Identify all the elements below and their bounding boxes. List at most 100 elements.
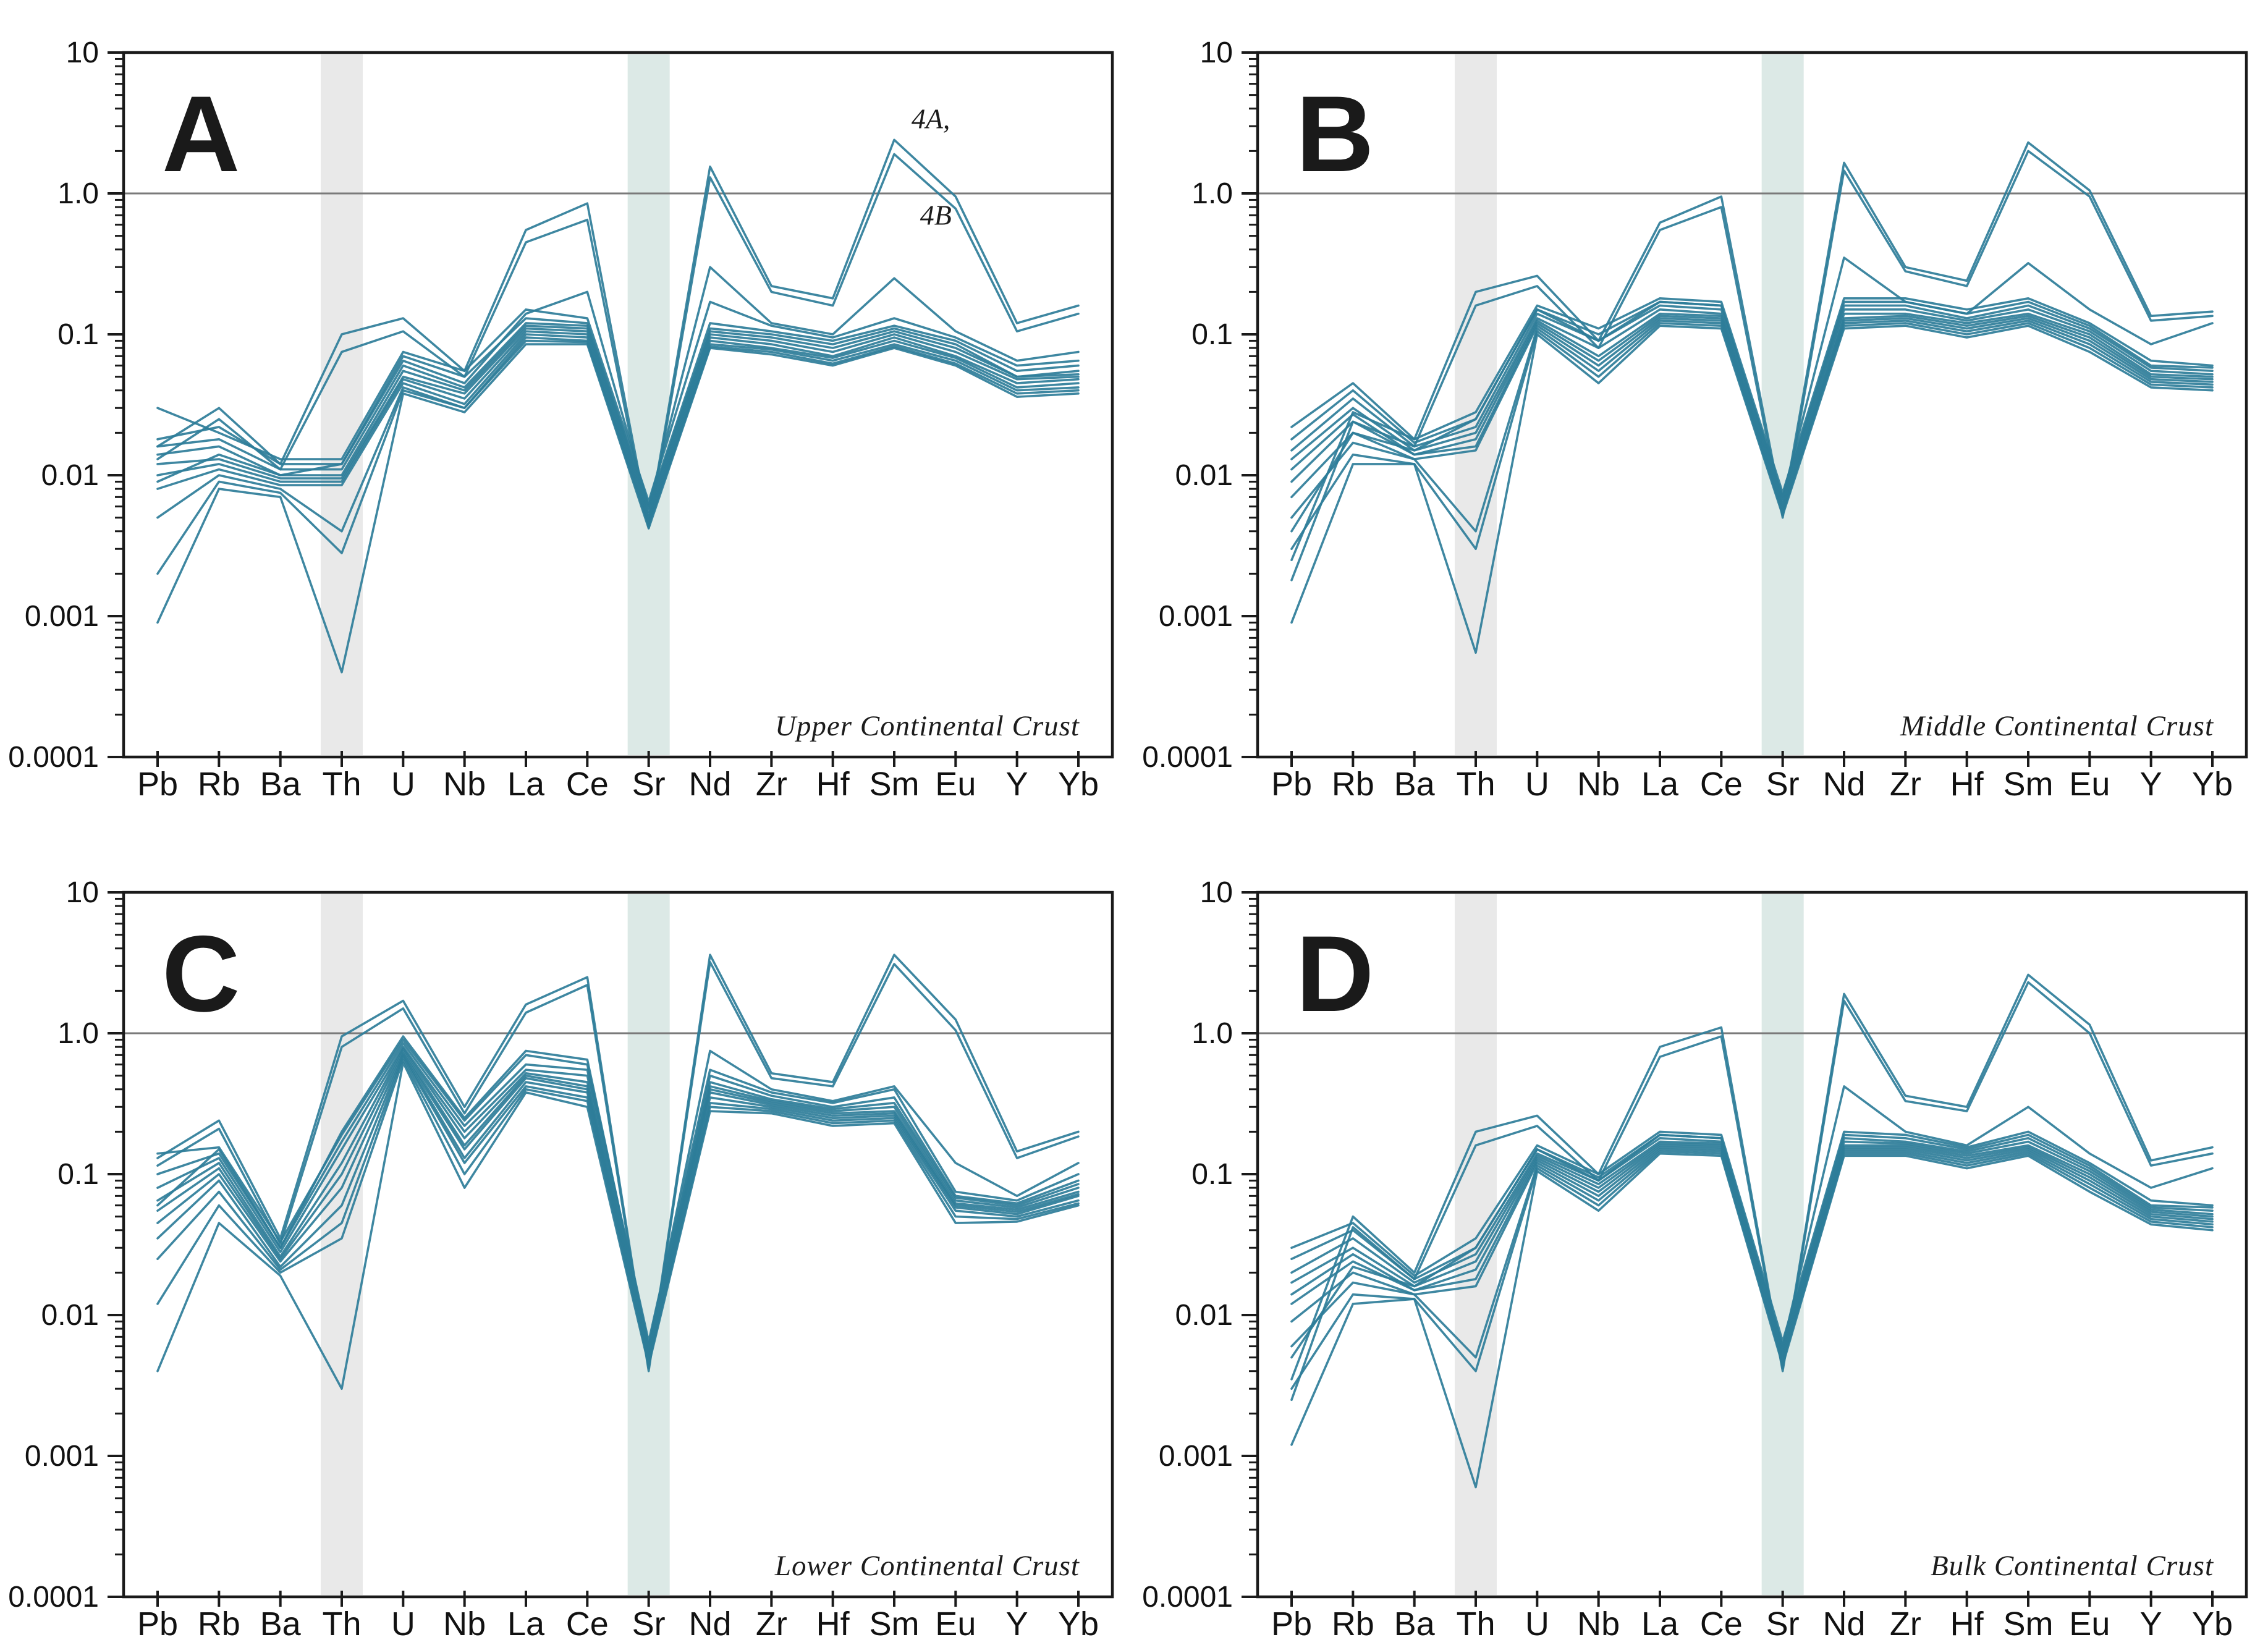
x-tick-label-Zr: Zr <box>1890 766 1921 803</box>
x-tick-label-Sr: Sr <box>1766 766 1800 803</box>
x-tick-label-Ba: Ba <box>260 1605 302 1637</box>
x-tick-label-Ba: Ba <box>260 766 302 803</box>
series-line-4B <box>1290 150 2214 582</box>
x-tick-label-Sr: Sr <box>632 766 666 803</box>
y-tick-label-0.1: 0.1 <box>1191 1158 1233 1191</box>
y-tick-label-0.0001: 0.0001 <box>8 741 99 774</box>
panel-title-D: Bulk Continental Crust <box>1930 1550 2214 1582</box>
sr-highlight-band <box>627 54 670 755</box>
x-tick-label-Y: Y <box>2140 766 2162 803</box>
x-tick-label-U: U <box>1525 766 1549 803</box>
x-tick-label-Sm: Sm <box>2004 766 2054 803</box>
y-tick-label-0.01: 0.01 <box>41 1299 99 1332</box>
series-line-4B <box>1290 981 2214 1402</box>
y-tick-label-0.1: 0.1 <box>57 1158 99 1191</box>
x-tick-label-Hf: Hf <box>816 1605 850 1637</box>
x-tick-label-Ba: Ba <box>1394 766 1436 803</box>
series-line-sample-13 <box>156 343 1080 674</box>
series-line-sample-4 <box>1290 297 2214 494</box>
y-tick-label-0.1: 0.1 <box>57 318 99 351</box>
th-highlight-band <box>321 894 363 1595</box>
x-tick-label-U: U <box>1525 1605 1549 1637</box>
x-tick-label-Yb: Yb <box>1058 766 1099 803</box>
annotation-4A: 4A, <box>912 103 950 135</box>
x-tick-label-La: La <box>507 766 545 803</box>
series-line-sample-4 <box>156 300 1080 503</box>
x-tick-label-Nb: Nb <box>1577 766 1620 803</box>
series-line-sample-13 <box>1290 324 2214 654</box>
y-tick-label-10: 10 <box>1200 36 1233 69</box>
x-tick-label-Th: Th <box>322 1605 361 1637</box>
y-tick-label-1.0: 1.0 <box>57 177 99 210</box>
plot-border <box>1256 51 2248 759</box>
x-tick-label-Nb: Nb <box>443 766 486 803</box>
panel-bulk-continental-crust: 10 1.0 0.1 0.01 0.001 0.0001 Pb Rb Ba Th U Nb La Ce Sr… <box>1134 818 2268 1637</box>
series-line-sample-4 <box>1290 1130 2214 1343</box>
plot-border <box>122 890 1114 1599</box>
panel-letter-B: B <box>1296 74 1374 195</box>
panel-D-plot: 10 1.0 0.1 0.01 0.001 0.0001 Pb Rb Ba Th U Nb La Ce Sr… <box>1142 876 2248 1637</box>
x-tick-label-Yb: Yb <box>2192 766 2233 803</box>
series-line-4A <box>156 138 1080 525</box>
x-tick-label-La: La <box>507 1605 545 1637</box>
x-tick-label-Nb: Nb <box>1577 1605 1620 1637</box>
x-tick-label-Nb: Nb <box>443 1605 486 1637</box>
series-line-sample-3 <box>156 266 1080 508</box>
plot-border <box>1256 890 2248 1599</box>
x-tick-label-Y: Y <box>2140 1605 2162 1637</box>
series-line-sample-13 <box>1290 1152 2214 1489</box>
panel-letter-D: D <box>1296 914 1374 1034</box>
x-tick-label-Rb: Rb <box>1332 766 1374 803</box>
x-tick-label-Th: Th <box>322 766 361 803</box>
y-tick-label-1.0: 1.0 <box>1191 1017 1233 1050</box>
panel-middle-continental-crust: 10 1.0 0.1 0.01 0.001 0.0001 Pb Rb Ba Th U Nb La Ce Sr… <box>1134 0 2268 818</box>
x-tick-label-Pb: Pb <box>1271 766 1312 803</box>
x-tick-label-Eu: Eu <box>2069 766 2110 803</box>
x-tick-label-La: La <box>1641 766 1679 803</box>
y-tick-label-0.01: 0.01 <box>41 459 99 492</box>
panel-title-A: Upper Continental Crust <box>774 710 1080 742</box>
x-tick-label-Y: Y <box>1006 1605 1028 1637</box>
panel-upper-continental-crust: 10 1.0 0.1 0.01 0.001 0.0001 Pb Rb Ba Th U Nb La Ce Sr… <box>0 0 1134 818</box>
x-tick-label-Ce: Ce <box>1700 766 1743 803</box>
y-tick-label-0.0001: 0.0001 <box>8 1581 99 1614</box>
x-tick-label-Rb: Rb <box>198 766 240 803</box>
panel-A-plot: 10 1.0 0.1 0.01 0.001 0.0001 Pb Rb Ba Th U Nb La Ce Sr… <box>8 36 1114 803</box>
series-line-4B <box>156 961 1080 1373</box>
y-tick-label-0.001: 0.001 <box>1159 1440 1233 1473</box>
x-tick-label-Sr: Sr <box>1766 1605 1800 1637</box>
x-tick-label-U: U <box>391 766 415 803</box>
plot-border <box>122 51 1114 759</box>
panel-letter-A: A <box>162 74 240 195</box>
x-tick-label-Ce: Ce <box>566 766 609 803</box>
x-tick-label-Pb: Pb <box>137 1605 178 1637</box>
y-tick-label-0.0001: 0.0001 <box>1142 1581 1233 1614</box>
x-tick-label-Y: Y <box>1006 766 1028 803</box>
y-tick-label-0.1: 0.1 <box>1191 318 1233 351</box>
panel-title-B: Middle Continental Crust <box>1900 710 2214 742</box>
series-line-4A <box>1290 141 2214 562</box>
x-tick-label-Hf: Hf <box>816 766 850 803</box>
x-tick-label-U: U <box>391 1605 415 1637</box>
y-tick-label-0.01: 0.01 <box>1175 1299 1233 1332</box>
x-tick-label-Ba: Ba <box>1394 1605 1436 1637</box>
x-tick-label-Nd: Nd <box>688 1605 731 1637</box>
x-tick-label-Yb: Yb <box>1058 1605 1099 1637</box>
x-tick-label-Sm: Sm <box>2004 1605 2054 1637</box>
y-tick-label-10: 10 <box>66 876 99 909</box>
y-tick-label-0.001: 0.001 <box>1159 600 1233 633</box>
x-tick-label-Yb: Yb <box>2192 1605 2233 1637</box>
x-tick-label-Ce: Ce <box>566 1605 609 1637</box>
x-tick-label-Th: Th <box>1456 766 1495 803</box>
x-tick-label-Nd: Nd <box>688 766 731 803</box>
x-tick-label-Sm: Sm <box>870 766 920 803</box>
x-tick-label-Rb: Rb <box>1332 1605 1374 1637</box>
y-tick-label-10: 10 <box>66 36 99 69</box>
x-tick-label-Zr: Zr <box>1890 1605 1921 1637</box>
series-line-4B <box>156 153 1080 530</box>
x-tick-label-La: La <box>1641 1605 1679 1637</box>
x-tick-label-Hf: Hf <box>1950 1605 1984 1637</box>
y-tick-label-0.001: 0.001 <box>25 1440 99 1473</box>
annotation-4B: 4B <box>920 200 952 231</box>
